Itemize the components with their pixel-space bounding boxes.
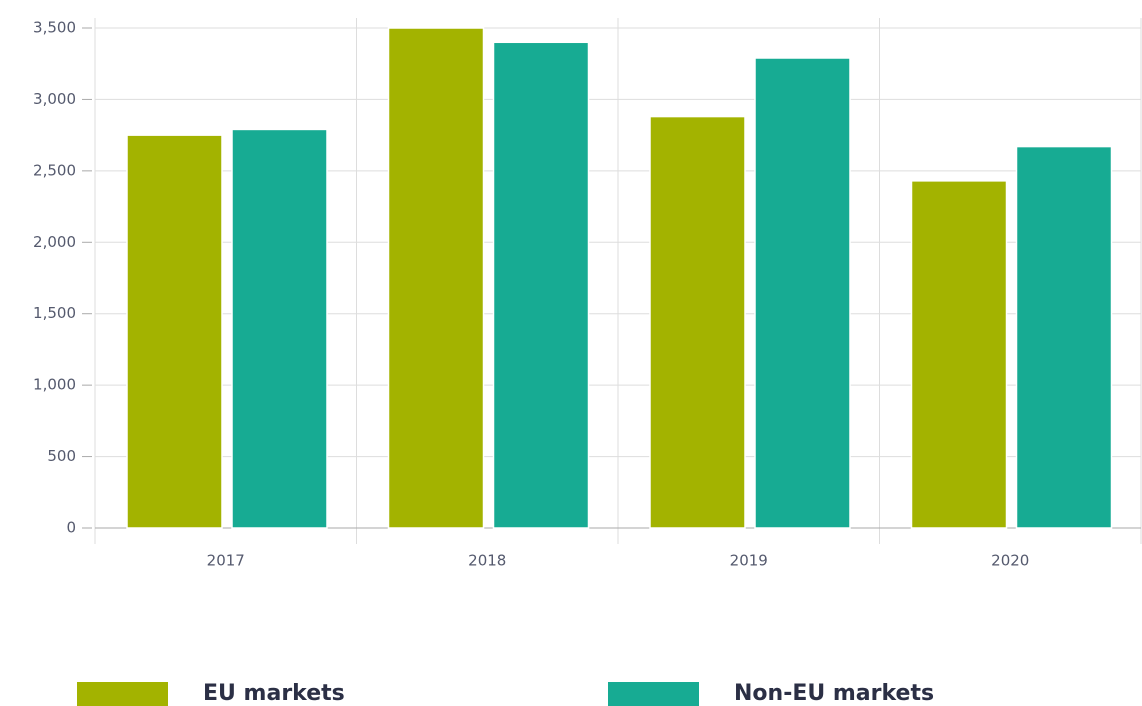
y-tick-label: 2,000 — [33, 233, 76, 251]
y-tick-label: 1,500 — [33, 304, 76, 322]
bar — [649, 115, 746, 529]
legend-swatch — [77, 682, 168, 706]
legend-label: EU markets — [203, 681, 345, 706]
y-tick-label: 500 — [47, 447, 76, 465]
y-tick-label: 3,500 — [33, 19, 76, 37]
bar — [910, 180, 1008, 529]
bar — [126, 134, 223, 529]
bar — [1015, 145, 1113, 529]
y-tick-label: 2,500 — [33, 161, 76, 179]
bar — [387, 27, 485, 529]
y-tick-label: 3,000 — [33, 90, 76, 108]
legend-label: Non-EU markets — [734, 681, 934, 706]
legend-swatch — [608, 682, 699, 706]
x-tick-label: 2019 — [730, 552, 768, 570]
x-tick-label: 2020 — [991, 552, 1029, 570]
y-tick-label: 1,000 — [33, 376, 76, 394]
bar — [231, 128, 328, 529]
y-tick-label: 0 — [66, 519, 76, 537]
x-tick-label: 2018 — [468, 552, 506, 570]
bar — [492, 41, 590, 529]
x-tick-label: 2017 — [207, 552, 245, 570]
bar — [754, 57, 851, 529]
